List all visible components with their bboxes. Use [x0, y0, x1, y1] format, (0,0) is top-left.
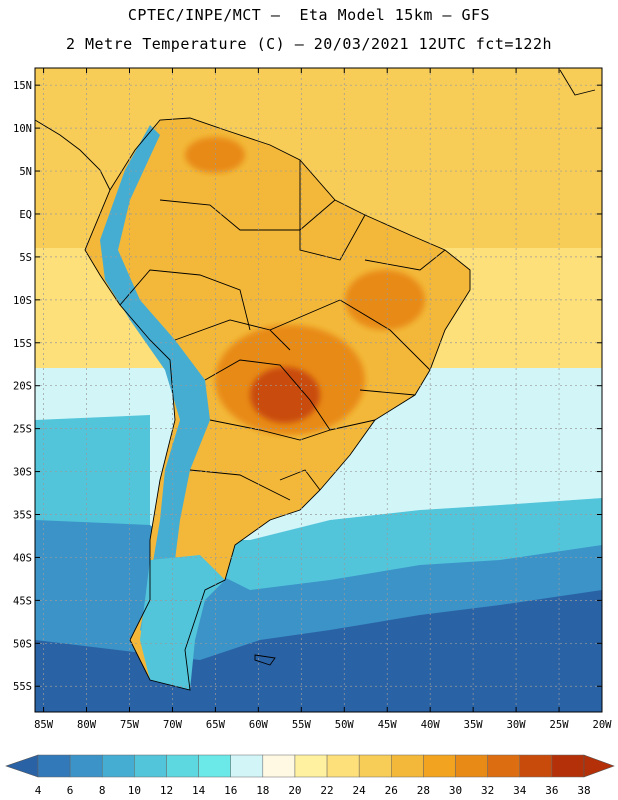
- legend-label: 28: [417, 784, 430, 797]
- legend-swatch: [262, 754, 296, 778]
- legend-label: 30: [449, 784, 462, 797]
- legend-arrow-right: [583, 754, 615, 778]
- legend-label: 26: [385, 784, 398, 797]
- chart-title-field: 2 Metre Temperature (C) – 20/03/2021 12U…: [65, 35, 553, 53]
- lat-label: 10S: [13, 295, 32, 307]
- legend-swatch: [134, 754, 167, 778]
- lon-label: 45W: [378, 719, 398, 731]
- lat-label: 30S: [13, 467, 32, 479]
- legend-label: 20: [288, 784, 301, 797]
- heat-core-inner: [250, 367, 320, 423]
- legend-swatch: [101, 754, 135, 778]
- lon-label: 70W: [163, 719, 183, 731]
- lon-label: 35W: [464, 719, 484, 731]
- lat-label: 5S: [19, 252, 32, 264]
- legend-label: 36: [545, 784, 558, 797]
- chart-title-model: CPTEC/INPE/MCT – Eta Model 15km – GFS: [127, 6, 491, 24]
- lon-label: 25W: [550, 719, 570, 731]
- lat-label: 15N: [13, 80, 32, 92]
- legend-swatch: [487, 754, 521, 778]
- legend-swatch: [519, 754, 553, 778]
- graticule: [35, 68, 603, 712]
- legend-label: 8: [99, 784, 106, 797]
- legend-label: 38: [577, 784, 590, 797]
- legend-arrow-left: [5, 754, 39, 778]
- longitude-labels: 85W 80W 75W 70W 65W 60W 55W 50W 45W 40W 35W 30W 25W 2…: [34, 719, 612, 731]
- lat-label: EQ: [19, 209, 32, 221]
- map-frame: [34, 67, 603, 713]
- legend-swatch: [198, 754, 231, 778]
- latitude-labels: 15N 10N 5N EQ 5S 10S 15S 20S 25S 30S 35S 40S 45S 50S 5…: [13, 80, 32, 693]
- legend-swatch: [69, 754, 103, 778]
- axis-ticks: [35, 68, 603, 712]
- legend-label: 32: [481, 784, 494, 797]
- legend-label: 4: [35, 784, 42, 797]
- legend-swatch: [551, 754, 585, 778]
- legend-swatch: [391, 754, 424, 778]
- lat-label: 55S: [13, 681, 32, 693]
- lat-label: 5N: [19, 166, 32, 178]
- lat-label: 15S: [13, 338, 32, 350]
- lat-label: 50S: [13, 638, 32, 650]
- legend-swatch: [230, 754, 264, 778]
- legend-label: 34: [513, 784, 527, 797]
- lat-label: 45S: [13, 595, 32, 607]
- legend-label: 22: [320, 784, 333, 797]
- legend-swatch: [37, 754, 71, 778]
- lon-label: 40W: [421, 719, 441, 731]
- lat-label: 20S: [13, 381, 32, 393]
- country-borders: [35, 69, 596, 691]
- legend-label: 10: [128, 784, 141, 797]
- lon-label: 80W: [77, 719, 97, 731]
- lon-label: 75W: [120, 719, 140, 731]
- lon-label: 20W: [593, 719, 613, 731]
- legend-swatch: [358, 754, 392, 778]
- lon-label: 60W: [249, 719, 269, 731]
- patagonia-cool: [140, 555, 225, 690]
- lat-label: 35S: [13, 510, 32, 522]
- andes-cold-band: [100, 125, 210, 640]
- legend-label: 14: [192, 784, 206, 797]
- legend-swatch: [294, 754, 328, 778]
- lat-label: 40S: [13, 552, 32, 564]
- color-legend: 4 6 8 10 12 14 16 18 20 22 24 26 28 30 32 34 36 38: [5, 754, 615, 797]
- legend-label: 6: [67, 784, 74, 797]
- legend-swatch: [166, 754, 199, 778]
- legend-label: 12: [160, 784, 173, 797]
- heat-north: [185, 137, 245, 173]
- lon-label: 30W: [507, 719, 527, 731]
- lat-label: 25S: [13, 424, 32, 436]
- legend-label: 24: [353, 784, 367, 797]
- lon-label: 65W: [206, 719, 226, 731]
- legend-label: 18: [256, 784, 269, 797]
- lon-label: 55W: [292, 719, 312, 731]
- legend-swatch: [455, 754, 488, 778]
- legend-swatch: [423, 754, 456, 778]
- legend-swatch: [326, 754, 360, 778]
- lon-label: 85W: [34, 719, 54, 731]
- lon-label: 50W: [335, 719, 355, 731]
- legend-label: 16: [224, 784, 237, 797]
- lat-label: 10N: [13, 123, 32, 135]
